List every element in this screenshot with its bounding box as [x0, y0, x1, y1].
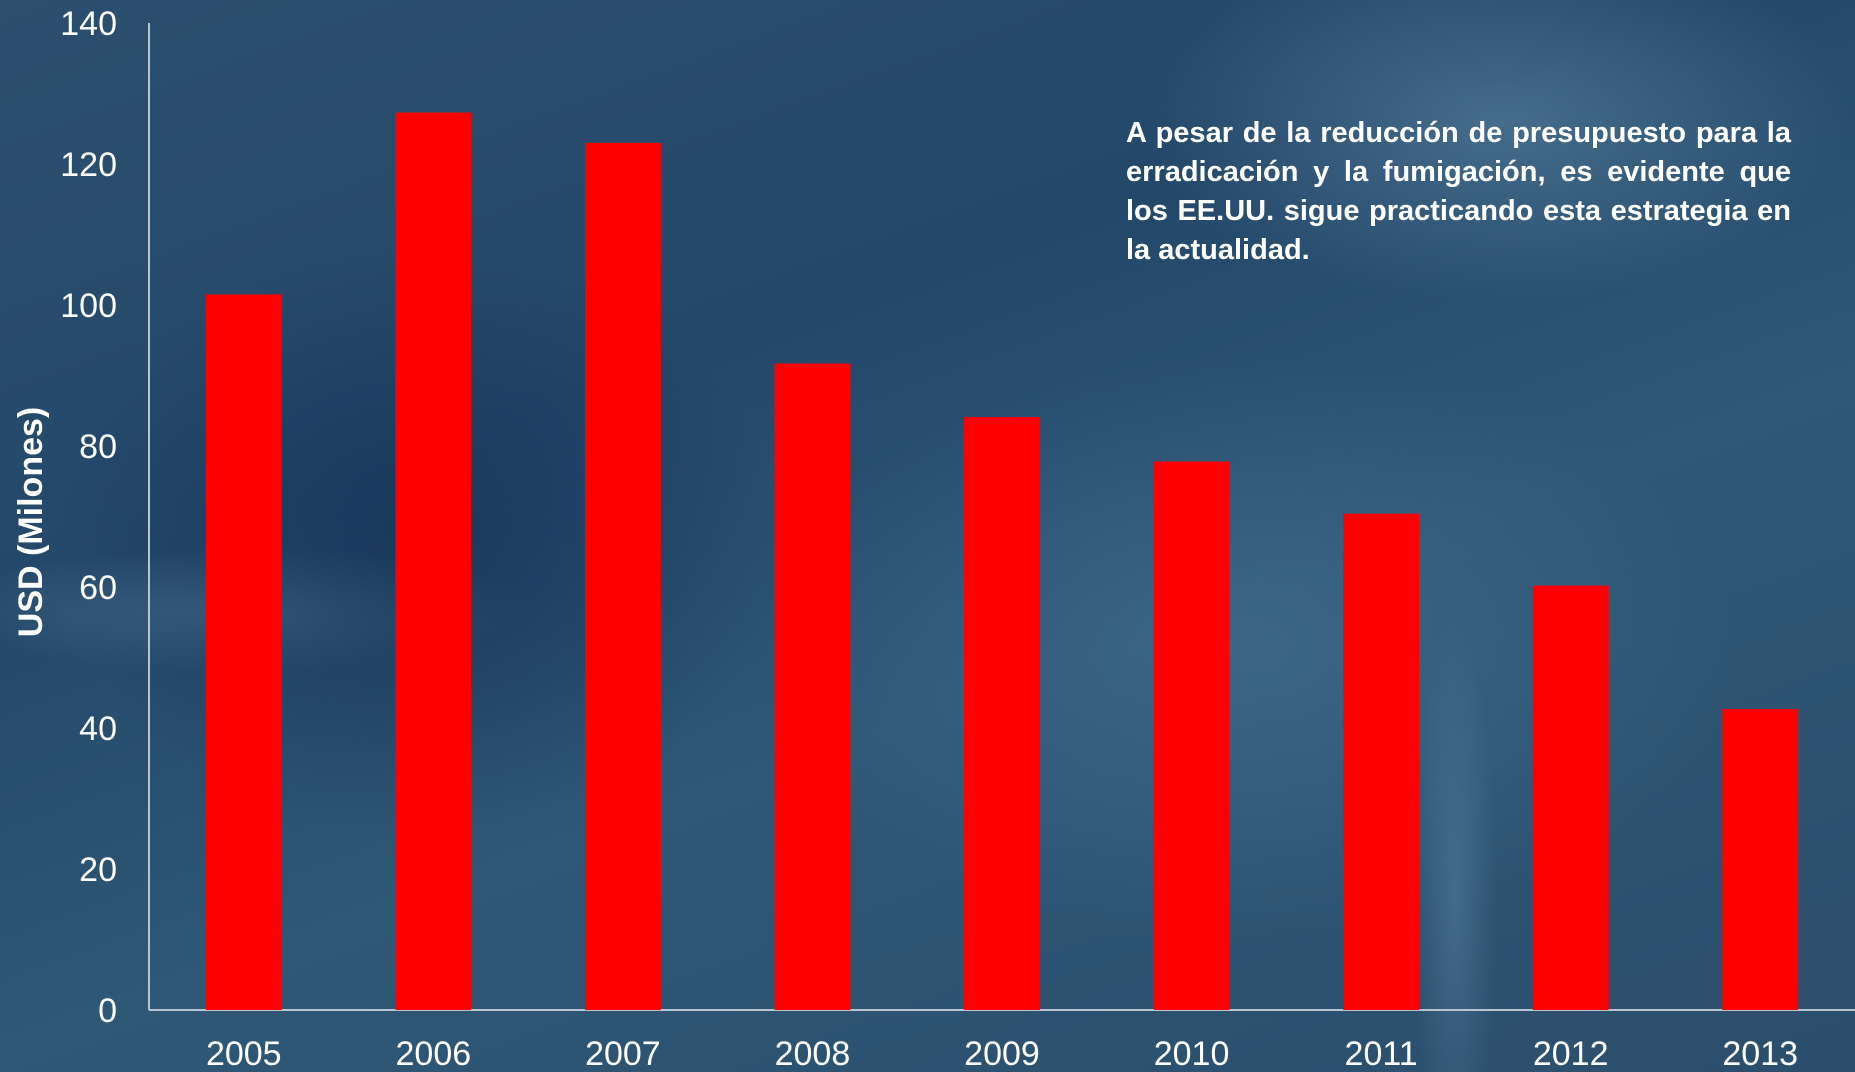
y-tick-labels: 0 20 40 60 80 100 120 140: [60, 5, 117, 1030]
x-tick-label: 2011: [1345, 1035, 1418, 1072]
x-tick-label: 2010: [1154, 1035, 1230, 1072]
x-tick-label: 2009: [964, 1035, 1040, 1072]
bar-2013: [1722, 708, 1799, 1010]
y-tick-label: 60: [79, 569, 117, 607]
y-tick-label: 80: [79, 428, 117, 466]
x-tick-label: 2008: [775, 1035, 851, 1072]
bar-2008: [774, 363, 851, 1010]
y-tick-label: 120: [60, 146, 117, 184]
bar-2011: [1343, 513, 1420, 1010]
x-tick-label: 2012: [1533, 1035, 1609, 1072]
y-tick-label: 0: [98, 992, 117, 1030]
bar-2012: [1532, 585, 1609, 1010]
y-tick-label: 100: [60, 287, 117, 325]
bar-2009: [964, 417, 1040, 1011]
x-tick-label: 2006: [396, 1035, 472, 1072]
y-tick-label: 40: [79, 710, 117, 748]
y-tick-label: 140: [60, 5, 117, 43]
x-tick-labels: 2005 2006 2007 2008 2009 2010 2011 2012 2013: [206, 1035, 1798, 1072]
bar-2006: [395, 112, 472, 1010]
x-tick-label: 2005: [206, 1035, 282, 1072]
bar-2007: [584, 142, 661, 1011]
bar-2010: [1153, 461, 1230, 1010]
x-tick-label: 2007: [585, 1035, 661, 1072]
y-tick-label: 20: [79, 851, 117, 889]
bar-2005: [205, 294, 282, 1010]
y-axis-label: USD (Milones): [12, 407, 50, 637]
annotation-text: A pesar de la reducción de presupuesto p…: [1126, 117, 1791, 266]
bars: [205, 112, 1799, 1011]
x-tick-label: 2013: [1722, 1035, 1798, 1072]
